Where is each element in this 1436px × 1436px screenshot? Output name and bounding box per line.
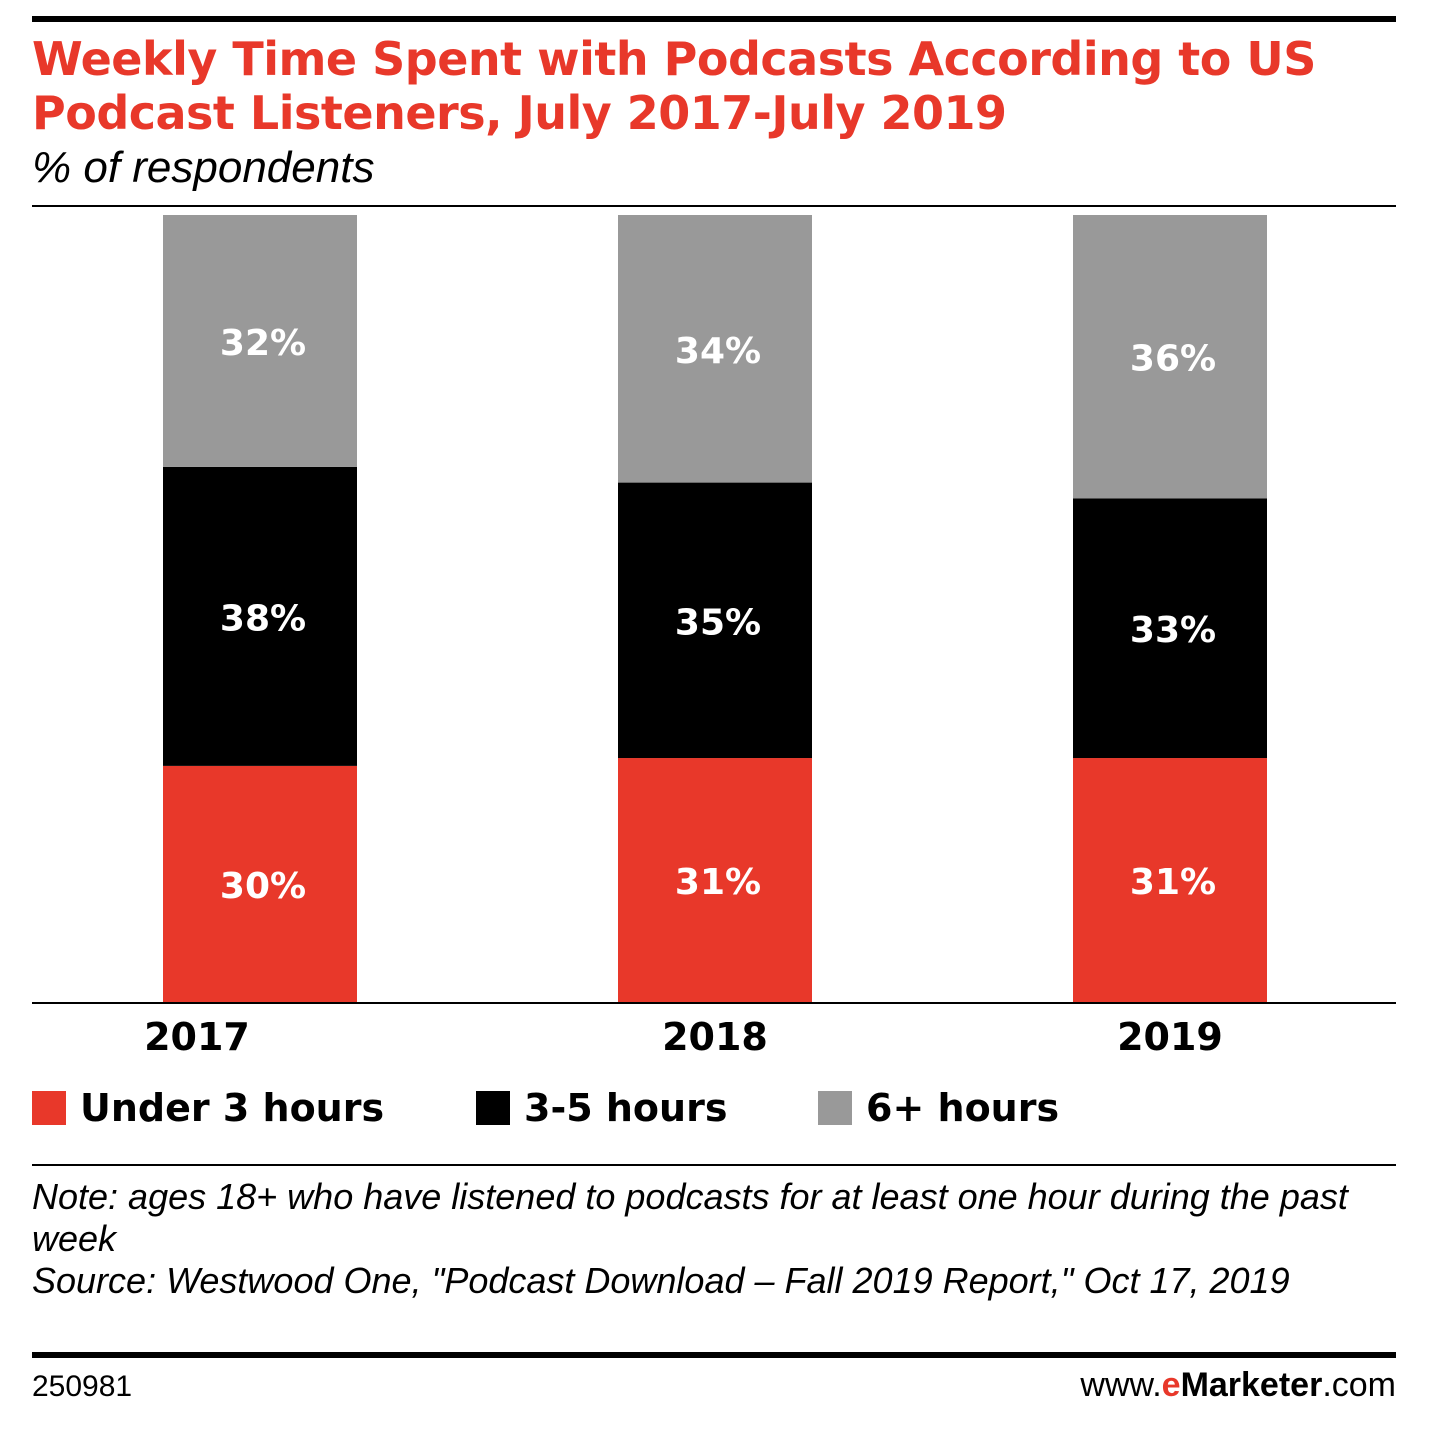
x-tick-label-2018: 2018 (662, 1015, 768, 1059)
chart-source: Source: Westwood One, "Podcast Download … (32, 1260, 1290, 1301)
data-label-2019-under-3-hours: 31% (1130, 862, 1216, 903)
brand-name: Marketer (1180, 1366, 1323, 1404)
legend-swatch-under-3-hours (32, 1091, 66, 1125)
x-tick-label-2019: 2019 (1117, 1015, 1223, 1059)
legend-label-6-plus-hours: 6+ hours (866, 1086, 1060, 1130)
legend-label-3-5-hours: 3-5 hours (524, 1086, 728, 1130)
legend-item-under-3-hours: Under 3 hours (32, 1086, 384, 1130)
x-axis-baseline (32, 1002, 1396, 1004)
title-divider (32, 205, 1396, 207)
x-tick-label-2017: 2017 (144, 1015, 250, 1059)
data-label-2017-6-plus-hours: 32% (220, 323, 306, 364)
data-label-2018-6-plus-hours: 34% (675, 331, 761, 372)
bar-2019-6-plus-hours (1073, 215, 1267, 499)
chart-subtitle: % of respondents (32, 143, 375, 192)
chart-id: 250981 (32, 1370, 133, 1403)
legend-item-3-5-hours: 3-5 hours (476, 1086, 727, 1130)
bar-2018-under-3-hours (618, 758, 812, 1002)
data-label-2019-3-5-hours: 33% (1130, 610, 1216, 651)
chart-legend: Under 3 hours 3-5 hours 6+ hours (0, 1086, 1436, 1130)
brand-prefix: www. (1080, 1366, 1162, 1404)
bar-2017-6-plus-hours (163, 215, 357, 467)
chart-title: Weekly Time Spent with Podcasts Accordin… (32, 32, 1316, 140)
chart-note: Note: ages 18+ who have listened to podc… (32, 1176, 1348, 1259)
bar-2018-6-plus-hours (618, 215, 812, 483)
data-label-2018-3-5-hours: 35% (675, 602, 761, 643)
data-label-2017-under-3-hours: 30% (220, 866, 306, 907)
bar-2017-under-3-hours (163, 765, 357, 1002)
data-label-2018-under-3-hours: 31% (675, 862, 761, 903)
footnote-divider (32, 1164, 1396, 1166)
brand-e: e (1161, 1366, 1181, 1404)
bar-2017-3-5-hours (163, 466, 357, 766)
data-label-2019-6-plus-hours: 36% (1130, 339, 1216, 380)
legend-swatch-3-5-hours (476, 1091, 510, 1125)
data-label-2017-3-5-hours: 38% (220, 598, 306, 639)
bar-2019-under-3-hours (1073, 758, 1267, 1002)
bar-2018-3-5-hours (618, 482, 812, 759)
emarketer-logo[interactable]: www.eMarketer.com (1080, 1366, 1396, 1404)
brand-suffix: .com (1322, 1366, 1396, 1404)
bar-2019-3-5-hours (1073, 498, 1267, 759)
top-rule (32, 16, 1396, 22)
legend-label-under-3-hours: Under 3 hours (80, 1086, 385, 1130)
legend-item-6-plus-hours: 6+ hours (818, 1086, 1059, 1130)
stacked-bar-chart: 30% 38% 32% 2017 31% 35% 34% 2018 31% 33% 36% 2019 (32, 215, 1396, 1059)
legend-swatch-6-plus-hours (818, 1091, 852, 1125)
bottom-rule (32, 1352, 1396, 1358)
